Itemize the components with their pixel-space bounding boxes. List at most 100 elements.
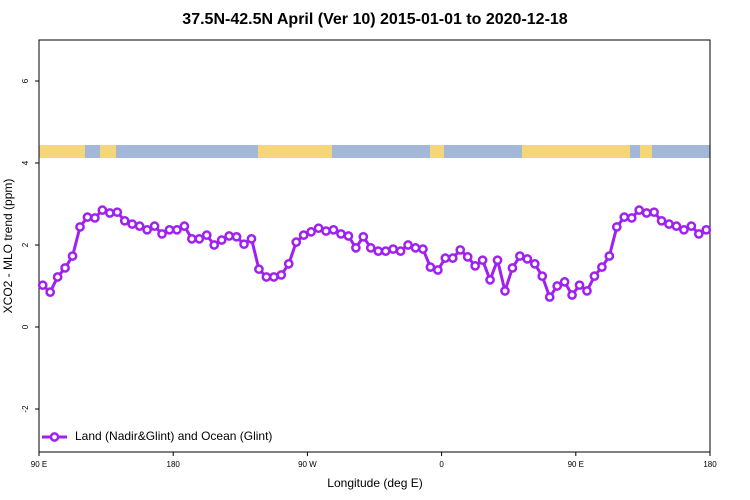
- data-point: [418, 244, 428, 254]
- y-tick-label: 0: [21, 324, 30, 329]
- data-point: [604, 251, 615, 261]
- data-point: [37, 280, 48, 291]
- data-point: [522, 254, 533, 264]
- data-point: [269, 272, 279, 282]
- x-tick-label: 90 W: [298, 460, 317, 469]
- data-point: [246, 234, 257, 244]
- data-point: [380, 246, 391, 256]
- data-point: [567, 290, 577, 300]
- data-point: [388, 244, 398, 254]
- data-point: [365, 243, 376, 253]
- data-point: [462, 252, 473, 262]
- data-point: [500, 286, 510, 296]
- data-point: [611, 222, 622, 232]
- data-point: [395, 246, 406, 256]
- data-point: [597, 262, 607, 272]
- x-tick-label: 180: [703, 460, 717, 469]
- data-point: [321, 226, 331, 236]
- data-point: [537, 271, 548, 282]
- data-point: [67, 251, 78, 261]
- data-point: [351, 243, 361, 253]
- data-point: [686, 221, 697, 231]
- chart-title: 37.5N-42.5N April (Ver 10) 2015-01-01 to…: [182, 11, 568, 28]
- data-point: [209, 240, 220, 250]
- data-point: [45, 287, 56, 297]
- y-tick-label: 2: [21, 242, 30, 247]
- data-point: [194, 234, 205, 244]
- x-axis-label: Longitude (deg E): [327, 476, 422, 490]
- data-point: [447, 253, 458, 263]
- data-point: [634, 205, 645, 215]
- data-point: [485, 275, 495, 285]
- data-point: [127, 219, 138, 229]
- data-point: [492, 255, 503, 266]
- data-point: [186, 234, 197, 244]
- data-point: [656, 215, 667, 226]
- data-point: [104, 208, 115, 218]
- data-point: [582, 286, 592, 296]
- data-point: [403, 240, 413, 250]
- data-point: [544, 292, 555, 302]
- data-point: [60, 263, 70, 273]
- data-point: [231, 231, 242, 242]
- plot-frame: [38, 39, 711, 453]
- data-point: [358, 231, 369, 242]
- data-point: [641, 208, 652, 218]
- data-point: [664, 219, 674, 229]
- data-point: [574, 280, 585, 291]
- legend-marker: [49, 432, 60, 442]
- data-point: [90, 213, 100, 223]
- data-point: [649, 207, 659, 218]
- data-point: [172, 224, 182, 235]
- data-point: [552, 281, 563, 291]
- data-point: [75, 222, 85, 232]
- data-point: [477, 255, 488, 266]
- data-point: [306, 227, 316, 237]
- x-tick-label: 90 E: [568, 460, 584, 469]
- data-point: [507, 263, 518, 273]
- data-point: [179, 221, 190, 231]
- data-point: [433, 265, 443, 275]
- data-point: [693, 229, 704, 239]
- data-point: [276, 270, 287, 280]
- data-point: [283, 259, 294, 269]
- data-point: [313, 223, 324, 234]
- data-point: [455, 245, 466, 255]
- data-point: [589, 271, 600, 282]
- data-point: [336, 229, 346, 239]
- data-point: [470, 261, 480, 271]
- data-point: [82, 212, 93, 222]
- data-point: [679, 224, 689, 235]
- data-point: [224, 231, 234, 241]
- data-point: [619, 212, 630, 222]
- data-point: [164, 224, 175, 235]
- data-point: [440, 253, 451, 263]
- data-point: [410, 243, 421, 253]
- data-point: [52, 272, 63, 282]
- data-point: [373, 246, 384, 256]
- y-tick-label: 4: [21, 160, 30, 165]
- data-point: [626, 213, 637, 223]
- y-axis-label: XCO2 - MLO trend (ppm): [1, 179, 15, 314]
- data-point: [671, 221, 682, 231]
- data-point: [328, 224, 339, 235]
- y-tick-label: -2: [21, 405, 30, 413]
- x-tick-label: 90 E: [31, 460, 47, 469]
- land-mask-strip: [39, 145, 710, 158]
- data-point: [97, 205, 108, 215]
- legend-label: Land (Nadir&Glint) and Ocean (Glint): [75, 429, 272, 443]
- data-point: [119, 215, 130, 226]
- data-point: [254, 264, 264, 275]
- data-point: [201, 230, 212, 241]
- data-point: [291, 237, 302, 247]
- data-point: [425, 262, 436, 272]
- data-point: [515, 251, 525, 261]
- data-point: [157, 229, 167, 239]
- x-tick-label: 180: [167, 460, 181, 469]
- data-point: [216, 235, 227, 245]
- data-point: [559, 277, 570, 287]
- data-point: [134, 221, 145, 231]
- data-point: [343, 231, 354, 241]
- x-tick-label: 0: [439, 460, 444, 469]
